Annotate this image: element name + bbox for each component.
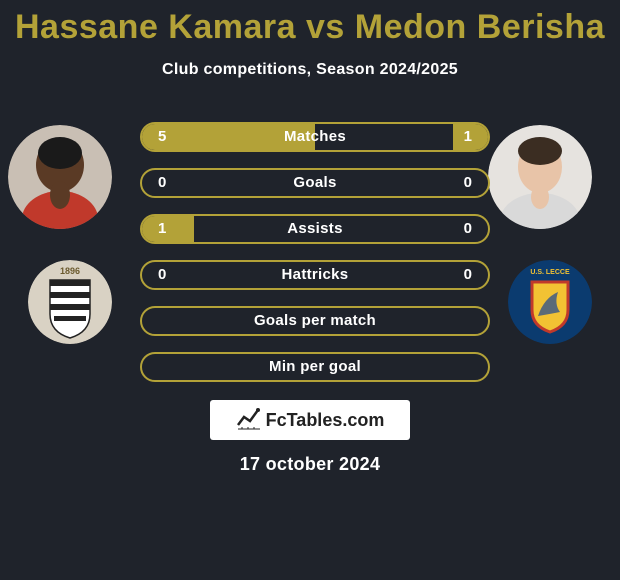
stat-bar-left-value: 0 bbox=[158, 170, 166, 196]
stat-bar-right-value: 0 bbox=[464, 170, 472, 196]
stat-bar-assists: Assists1 0 bbox=[140, 214, 490, 244]
stat-bar-goals-per-match: Goals per match bbox=[140, 306, 490, 336]
udinese-year: 1896 bbox=[60, 266, 80, 276]
stat-bar-label: Goals per match bbox=[142, 308, 488, 334]
udinese-logo-icon: 1896 bbox=[28, 260, 112, 344]
stat-bar-right-value: 0 bbox=[464, 216, 472, 242]
player1-name: Hassane Kamara bbox=[15, 8, 296, 46]
stat-bar-min-per-goal: Min per goal bbox=[140, 352, 490, 382]
lecce-logo-icon: U.S. LECCE bbox=[508, 260, 592, 344]
player1-club-logo: 1896 bbox=[28, 260, 112, 344]
fctables-logo-icon bbox=[236, 405, 262, 431]
stat-bar-label: Goals bbox=[142, 170, 488, 196]
stat-bar-right-value: 0 bbox=[464, 262, 472, 288]
stat-bar-left-value: 5 bbox=[158, 124, 166, 150]
fctables-branding: FcTables.com bbox=[210, 400, 410, 440]
player2-head-icon bbox=[488, 125, 592, 229]
stat-bar-left-value: 0 bbox=[158, 262, 166, 288]
stat-bar-label: Matches bbox=[142, 124, 488, 150]
comparison-title: Hassane Kamara vs Medon Berisha bbox=[0, 0, 620, 47]
stat-bar-label: Min per goal bbox=[142, 354, 488, 380]
player2-name: Medon Berisha bbox=[355, 8, 605, 46]
lecce-text: U.S. LECCE bbox=[530, 269, 570, 276]
branding-text: FcTables.com bbox=[266, 410, 385, 430]
stat-bar-matches: Matches5 1 bbox=[140, 122, 490, 152]
stat-bar-label: Hattricks bbox=[142, 262, 488, 288]
player2-photo bbox=[488, 125, 592, 229]
comparison-subtitle: Club competitions, Season 2024/2025 bbox=[0, 61, 620, 79]
player1-head-icon bbox=[8, 125, 112, 229]
stat-bar-right-value: 1 bbox=[464, 124, 472, 150]
player2-club-logo: U.S. LECCE bbox=[508, 260, 592, 344]
stat-bar-hattricks: Hattricks0 0 bbox=[140, 260, 490, 290]
stat-bar-label: Assists bbox=[142, 216, 488, 242]
comparison-bars: Matches51Goals00Assists10Hattricks00Goal… bbox=[140, 122, 490, 398]
stat-bar-left-value: 1 bbox=[158, 216, 166, 242]
vs-text: vs bbox=[306, 8, 345, 46]
player1-photo bbox=[8, 125, 112, 229]
stat-bar-goals: Goals0 0 bbox=[140, 168, 490, 198]
infographic-date: 17 october 2024 bbox=[0, 454, 620, 475]
